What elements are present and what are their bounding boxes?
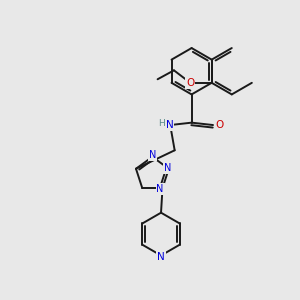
Text: N: N: [166, 120, 173, 130]
Text: N: N: [156, 184, 164, 194]
Text: H: H: [158, 119, 165, 128]
Text: O: O: [215, 120, 224, 130]
Text: N: N: [164, 163, 171, 173]
Text: N: N: [157, 252, 165, 262]
Text: O: O: [186, 78, 194, 88]
Text: N: N: [149, 150, 156, 160]
